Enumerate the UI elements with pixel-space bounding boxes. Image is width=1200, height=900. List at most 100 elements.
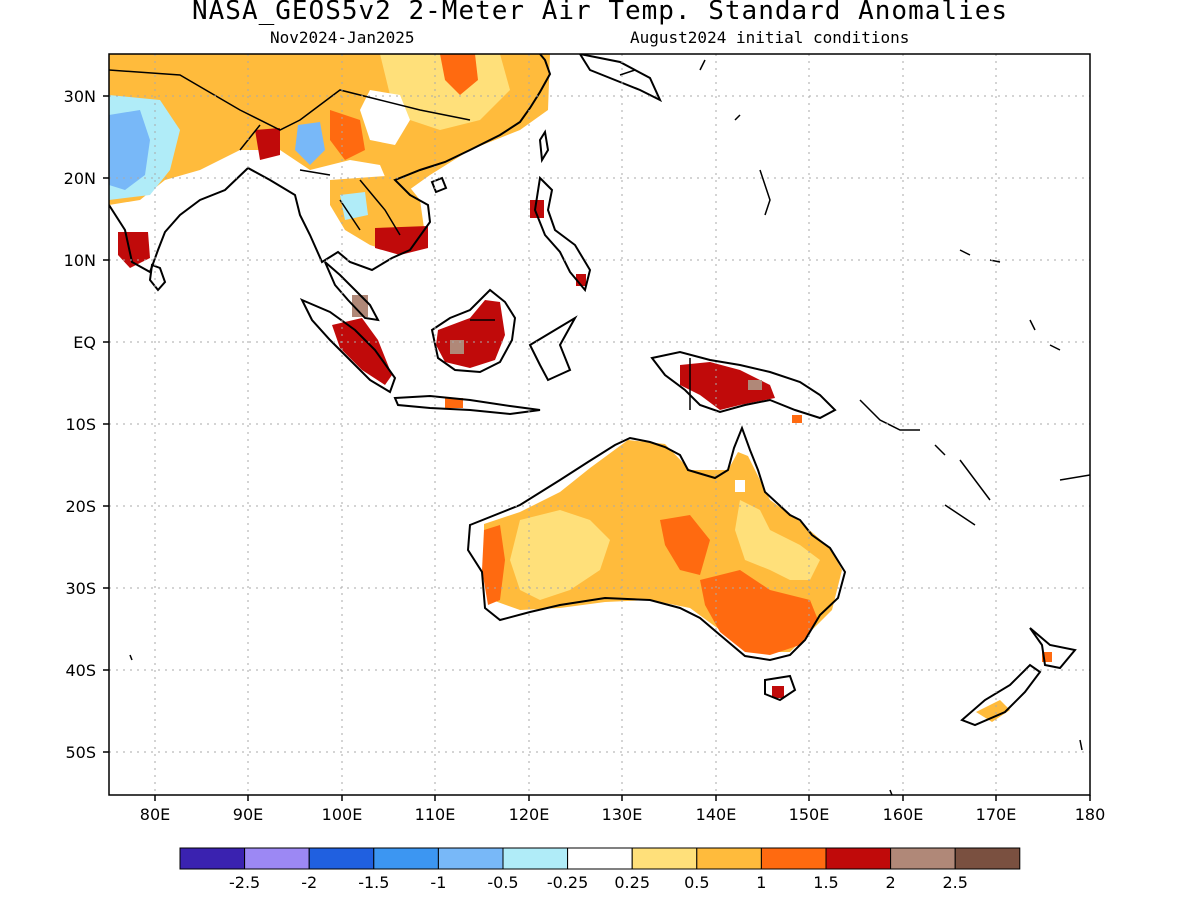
coastlines: [109, 54, 1090, 795]
color-bar-label: -0.25: [547, 873, 588, 892]
lon-label: 140E: [696, 805, 737, 824]
lon-label: 90E: [233, 805, 263, 824]
lon-label: 100E: [322, 805, 363, 824]
malaya-mixed-anomaly: [352, 295, 368, 317]
asia-strong-anomaly: [440, 54, 478, 95]
lat-label: 30S: [65, 579, 96, 598]
forecast-period: Nov2024-Jan2025: [270, 28, 415, 47]
color-bar-swatch: [437, 847, 504, 870]
color-bar-swatch: [308, 847, 375, 870]
color-bar-swatch: [179, 847, 246, 870]
lat-label: 20N: [64, 169, 96, 188]
latitude-labels: 30N 20N 10N EQ 10S 20S 30S 40S 50S: [64, 87, 96, 762]
lat-label: 40S: [65, 661, 96, 680]
australia-weak-anomaly: [510, 510, 610, 600]
philippines-anomaly: [530, 200, 544, 218]
color-bar-swatch: [244, 847, 310, 870]
color-bar-label: 0.25: [614, 873, 650, 892]
sri-lanka-coastline: [148, 263, 167, 292]
anomaly-fields: [109, 54, 1052, 722]
lon-label: 80E: [140, 805, 170, 824]
borneo-extreme-anomaly: [450, 340, 464, 354]
color-bar-label: -1.5: [358, 873, 389, 892]
lat-label: 10S: [65, 415, 96, 434]
color-bar-label: 2: [886, 873, 896, 892]
color-bar-label: 2.5: [942, 873, 967, 892]
color-bar-label: -1: [430, 873, 446, 892]
burma-strong-anomaly: [255, 128, 280, 160]
australia-strong-anomaly: [700, 570, 818, 655]
philippines-coastline: [533, 175, 592, 293]
color-bar-label: -0.5: [487, 873, 518, 892]
japan-coastline: [578, 54, 663, 103]
sumatra-coastline: [299, 298, 397, 394]
color-bar-label: -2: [301, 873, 317, 892]
lat-label: 10N: [64, 251, 96, 270]
australia-white-patch: [735, 480, 745, 492]
sumatra-strong-anomaly: [332, 318, 392, 385]
new-guinea-anomaly-2: [792, 415, 802, 423]
australia-coastline: [466, 425, 847, 662]
new-guinea-strong-anomaly: [680, 362, 775, 410]
australia-weak-anomaly-2: [735, 500, 820, 580]
color-bar-swatch: [954, 847, 1021, 870]
lon-label: 110E: [415, 805, 456, 824]
malay-peninsula-coastline: [324, 261, 380, 322]
java-coastline: [393, 394, 541, 416]
new-guinea-extreme-anomaly: [748, 380, 762, 390]
india-cold-anomaly-strong: [109, 110, 150, 190]
color-bar-label: 0.5: [684, 873, 709, 892]
graticule: [109, 54, 1090, 795]
map-title: NASA_GEOS5v2 2-Meter Air Temp. Standard …: [191, 0, 1008, 26]
lat-label: 30N: [64, 87, 96, 106]
color-bar-swatch: [696, 847, 762, 870]
celebes-coastline: [528, 315, 578, 382]
lat-label: EQ: [73, 333, 96, 352]
tasmania-anomaly: [772, 686, 784, 698]
taiwan-coastline: [538, 129, 550, 164]
color-bar-label: 1: [756, 873, 766, 892]
asia-strong-anomaly-2: [330, 110, 365, 160]
burma-cold-anomaly: [295, 122, 325, 165]
color-bar-swatch: [567, 847, 633, 870]
lon-label: 170E: [976, 805, 1017, 824]
new-zealand-south-coastline: [960, 663, 1042, 727]
longitude-labels: 80E 90E 100E 110E 120E 130E 140E 150E 16…: [140, 805, 1106, 824]
lat-label: 20S: [65, 497, 96, 516]
initial-conditions: August2024 initial conditions: [630, 28, 910, 47]
tick-marks: [103, 95, 1091, 801]
color-bar-label: 1.5: [813, 873, 838, 892]
pacific-islands: [129, 59, 1090, 795]
new-zealand-anomaly-north: [1042, 652, 1052, 662]
country-borders: [109, 69, 691, 410]
new-zealand-anomaly: [976, 700, 1010, 722]
color-bar-swatch: [373, 847, 439, 870]
australia-strong-anomaly-center: [660, 515, 710, 575]
indochina-cold-anomaly: [340, 192, 368, 220]
java-anomaly: [445, 398, 463, 408]
new-guinea-coastline: [650, 350, 837, 420]
color-bar-swatch: [631, 847, 698, 870]
color-bar-label: -2.5: [229, 873, 260, 892]
philippines-anomaly-2: [576, 274, 586, 286]
lon-label: 120E: [509, 805, 550, 824]
borneo-coastline: [430, 288, 517, 374]
color-bar-swatch: [890, 847, 956, 870]
lat-label: 50S: [65, 743, 96, 762]
hainan-coastline: [430, 176, 448, 194]
lon-label: 150E: [789, 805, 830, 824]
tasmania-coastline: [764, 674, 797, 702]
asia-weak-anomaly: [380, 54, 510, 130]
asia-coastline: [109, 54, 552, 274]
color-bar-swatch: [502, 847, 569, 870]
new-zealand-north-coastline: [1029, 627, 1077, 670]
lon-label: 160E: [883, 805, 924, 824]
lon-label: 180: [1075, 805, 1106, 824]
lon-label: 130E: [602, 805, 643, 824]
india-strong-warm-anomaly: [118, 232, 150, 268]
indochina-strong-anomaly: [375, 226, 428, 255]
color-bar: -2.5 -2 -1.5 -1 -0.5 -0.25 0.25 0.5 1 1.5 2 2.5: [179, 847, 1021, 892]
australia-strong-anomaly-west: [482, 525, 505, 605]
color-bar-swatch: [825, 847, 892, 870]
